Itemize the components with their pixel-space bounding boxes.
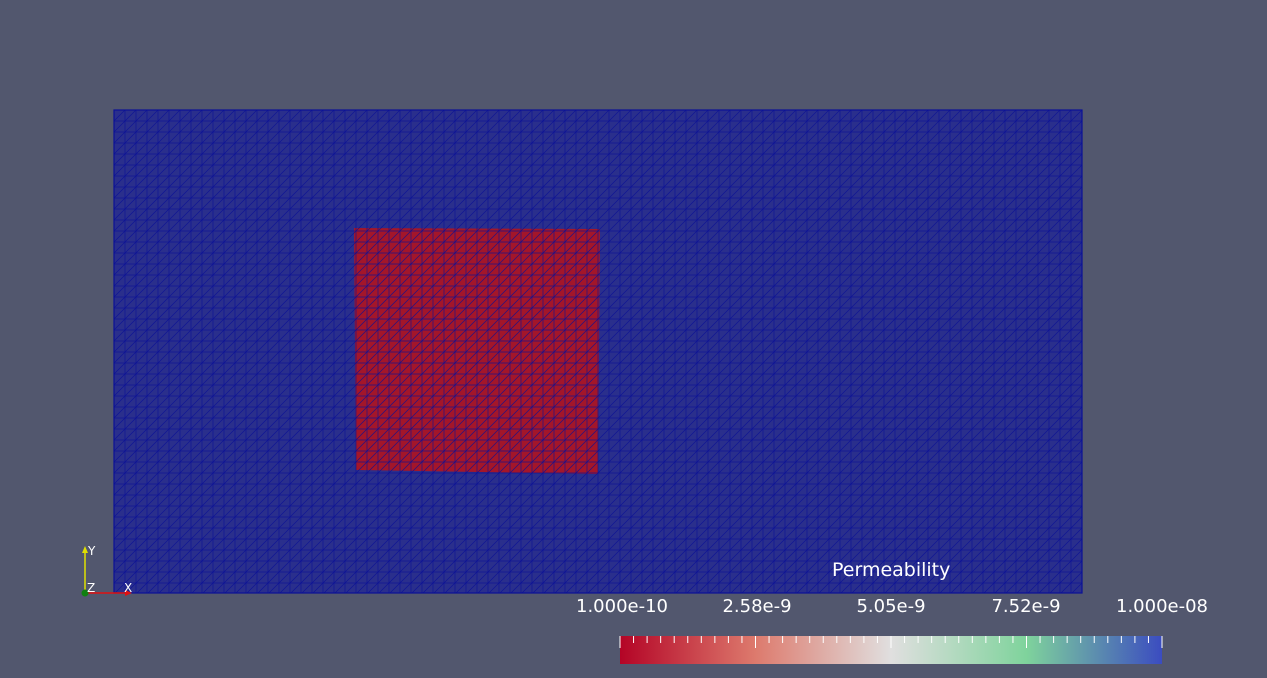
colorbar-title: Permeability — [832, 559, 951, 581]
mesh-outline — [113, 109, 1083, 594]
colorbar-label-min: 1.000e-10 — [575, 596, 669, 617]
z-axis-label: Z — [87, 581, 96, 595]
x-axis-arrow — [125, 590, 132, 596]
mesh-edges — [114, 110, 1082, 593]
colorbar-label-1: 2.58e-9 — [722, 596, 792, 617]
mesh-edge-lines — [114, 110, 1082, 593]
colorbar-label-3: 7.52e-9 — [991, 596, 1061, 617]
y-axis-label: Y — [88, 544, 96, 558]
orientation-axes — [81, 546, 132, 597]
colorbar-label-2: 5.05e-9 — [856, 596, 926, 617]
y-axis-arrow — [82, 546, 88, 553]
colorbar-label-max: 1.000e-08 — [1115, 596, 1209, 617]
x-axis-label: X — [124, 581, 133, 595]
axes-origin — [81, 589, 89, 597]
colorbar-ticks — [619, 636, 1163, 648]
